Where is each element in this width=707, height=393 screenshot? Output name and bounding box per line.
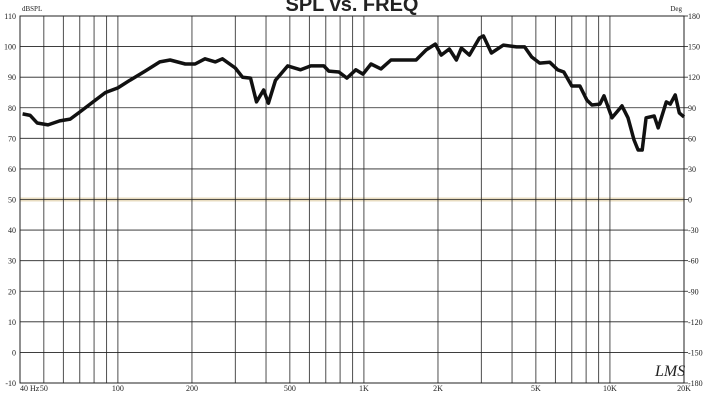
y2-tick-label: 180 [688, 12, 700, 21]
x-tick-label: 1K [359, 384, 369, 393]
spl-line [22, 34, 686, 152]
x-tick-label: 5K [531, 384, 541, 393]
y-axis-label: dBSPL [22, 5, 42, 13]
y2-tick-label: -30 [688, 226, 699, 235]
plot-frame [19, 15, 685, 384]
y-tick-label: 90 [8, 73, 16, 82]
y2-tick-label: 120 [688, 73, 700, 82]
chart-title: SPL vs. FREQ [285, 0, 418, 16]
y-tick-label: 30 [8, 257, 16, 266]
y2-tick-label: 90 [688, 104, 696, 113]
x-tick-label: 10K [603, 384, 617, 393]
y2-tick-label: -150 [688, 348, 703, 357]
y2-tick-label: -90 [688, 287, 699, 296]
y-tick-label: 0 [12, 348, 16, 357]
x-tick-label: 50 [40, 384, 48, 393]
y-tick-label: 10 [8, 318, 16, 327]
x-tick-label: 200 [186, 384, 198, 393]
watermark: LMS [654, 363, 685, 380]
x-tick-label: 2K [433, 384, 443, 393]
y-tick-label: 60 [8, 165, 16, 174]
y-tick-label: 100 [4, 43, 16, 52]
x-tick-label: 100 [112, 384, 124, 393]
y2-tick-label: 30 [688, 165, 696, 174]
y-tick-label: 50 [8, 196, 16, 205]
y2-tick-label: -60 [688, 257, 699, 266]
x-tick-label: 500 [284, 384, 296, 393]
x-tick-label: 40 Hz [20, 384, 40, 393]
y2-tick-label: 60 [688, 134, 696, 143]
y-tick-label: 20 [8, 287, 16, 296]
y2-tick-label: -120 [688, 318, 703, 327]
x-tick-label: 20K [677, 384, 691, 393]
y2-tick-label: 150 [688, 43, 700, 52]
y2-tick-label: 0 [688, 196, 692, 205]
y-tick-label: 70 [8, 134, 16, 143]
y-tick-label: 40 [8, 226, 16, 235]
y2-axis-label: Deg [670, 5, 682, 13]
y-tick-label: 80 [8, 104, 16, 113]
y-tick-label: -10 [5, 379, 16, 388]
y-tick-label: 110 [4, 12, 16, 21]
y2-tick-label: -180 [688, 379, 703, 388]
